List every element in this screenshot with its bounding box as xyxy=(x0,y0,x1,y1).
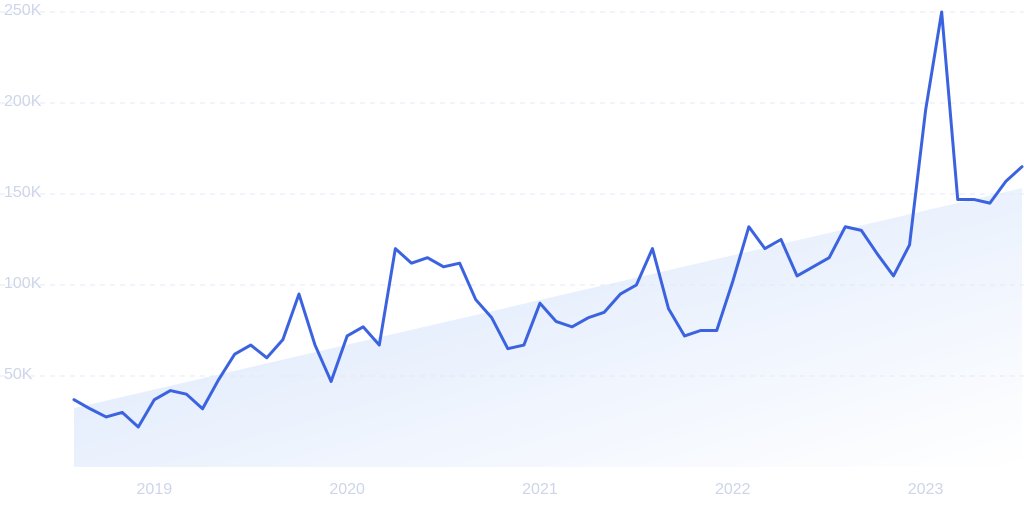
x-tick-label: 2020 xyxy=(329,481,365,498)
data-line xyxy=(72,10,1024,429)
y-tick-label: 100K xyxy=(4,275,42,292)
y-tick-label: 150K xyxy=(4,184,42,201)
x-tick-label: 2019 xyxy=(137,481,173,498)
trend-area xyxy=(74,188,1022,467)
y-tick-label: 50K xyxy=(4,366,33,383)
y-tick-label: 200K xyxy=(4,93,42,110)
x-tick-label: 2021 xyxy=(522,481,558,498)
x-tick-label: 2023 xyxy=(908,481,944,498)
y-tick-label: 250K xyxy=(4,2,42,19)
x-tick-label: 2022 xyxy=(715,481,751,498)
